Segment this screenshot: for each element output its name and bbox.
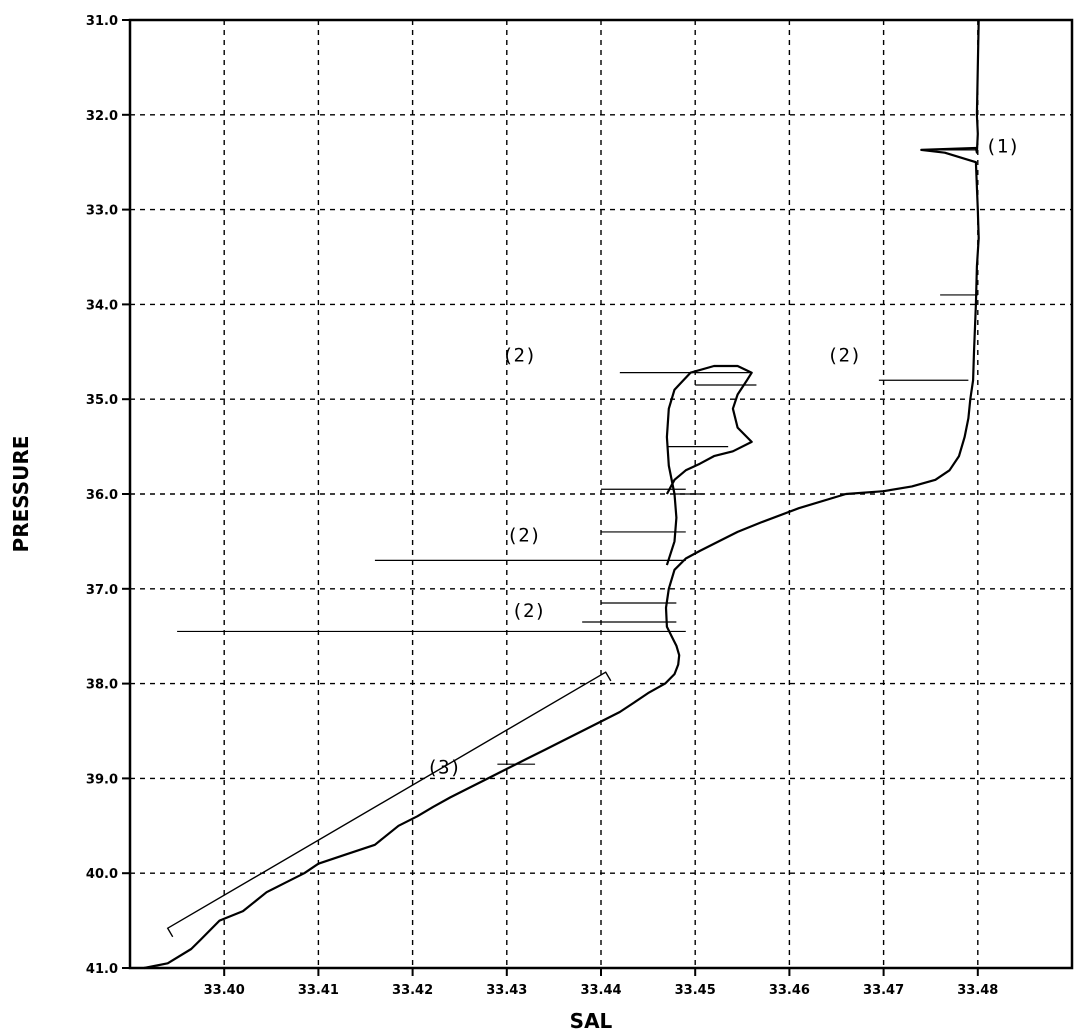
- x-tick-label: 33.44: [580, 983, 621, 998]
- x-tick-label: 33.41: [298, 983, 339, 998]
- x-tick-label: 33.48: [957, 983, 998, 998]
- x-tick-label: 33.40: [204, 983, 245, 998]
- annotation-label: (2): [502, 344, 536, 366]
- annotation-layer: (1) (2) (2) (2) (2) (3): [166, 136, 1020, 938]
- y-tick-label: 37.0: [86, 583, 118, 598]
- x-tick-label: 33.42: [392, 983, 433, 998]
- data-layer: [143, 19, 980, 970]
- x-axis-label: SAL: [570, 1009, 613, 1033]
- y-axis-label: PRESSURE: [9, 436, 33, 553]
- x-tick-label: 33.45: [675, 983, 716, 998]
- annotation-label: (1): [985, 136, 1019, 158]
- series-line-1: [665, 364, 753, 566]
- y-tick-label: 41.0: [86, 962, 118, 977]
- annotation-label: (3): [427, 757, 461, 779]
- x-tick-label: 33.43: [486, 983, 527, 998]
- y-tick-label: 32.0: [86, 109, 118, 124]
- x-tick-label: 33.47: [863, 983, 904, 998]
- y-tick-label: 31.0: [86, 14, 118, 29]
- y-tick-label: 38.0: [86, 678, 118, 693]
- y-tick-labels: 31.0 32.0 33.0 34.0 35.0 36.0 37.0 38.0 39.0 40.0…: [86, 14, 130, 977]
- y-tick-label: 39.0: [86, 772, 118, 787]
- bracket-line: [166, 671, 612, 938]
- y-tick-label: 34.0: [86, 298, 118, 313]
- series-line-0: [143, 19, 980, 970]
- annotation-label: (2): [507, 524, 541, 546]
- y-tick-label: 40.0: [86, 867, 118, 882]
- y-tick-label: 36.0: [86, 488, 118, 503]
- x-tick-labels: 33.40 33.41 33.42 33.43 33.44 33.45 33.46 33.47…: [204, 968, 998, 998]
- y-tick-label: 33.0: [86, 204, 118, 219]
- x-tick-label: 33.46: [769, 983, 810, 998]
- annotation-label: (2): [827, 344, 861, 366]
- grid-lines: [130, 20, 1072, 968]
- y-tick-label: 35.0: [86, 393, 118, 408]
- annotation-label: (2): [512, 600, 546, 622]
